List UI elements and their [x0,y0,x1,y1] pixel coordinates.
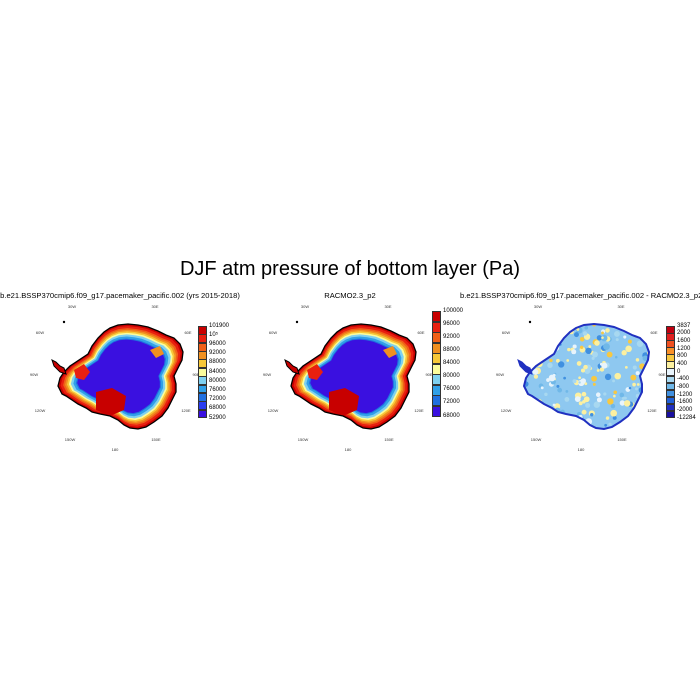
longitude-label: 60W [36,330,44,335]
colorbar-label: 76000 [443,386,460,393]
longitude-label: 60W [269,330,277,335]
colorbar-label: 80000 [209,377,226,384]
longitude-label: 30E [617,304,624,309]
longitude-label: 90E [192,372,199,377]
colorbar-swatch [666,410,675,419]
colorbar-label: 96000 [209,340,226,347]
colorbar-label: -12284 [677,414,696,421]
colorbar-label: -400 [677,376,690,383]
longitude-label: 90E [658,372,665,377]
longitude-label: 30W [534,304,542,309]
longitude-label: 30E [151,304,158,309]
panel-title-model: b.e21.BSSP370cmip6.f09_g17.pacemaker_pac… [0,291,240,300]
longitude-label: 60E [417,330,424,335]
colorbar-label: 92000 [443,333,460,340]
longitude-label: 90W [263,372,271,377]
colorbar-label: -800 [677,383,690,390]
longitude-label: 120W [501,408,512,413]
longitude-label: 180 [578,447,585,452]
colorbar-label: 88000 [209,359,226,366]
colorbar-swatch [432,332,441,343]
colorbar-label: 100000 [443,307,464,314]
colorbar-swatch [432,405,441,417]
longitude-label: 150E [151,437,161,442]
figure-title: DJF atm pressure of bottom layer (Pa) [179,258,521,280]
colorbar-label: 84000 [209,368,226,375]
colorbar-label: 88000 [443,346,460,353]
longitude-label: 180 [112,447,119,452]
colorbar-swatch [432,363,441,375]
colorbar-label: 80000 [443,373,460,380]
antarctica-map-racmo: 30W 30E 60W 60E 90W 90E 120W 120E 150W 150E 180 [263,304,433,452]
colorbar-label: 10⁵ [209,331,219,338]
colorbar-label: 2000 [677,330,691,337]
map-panel-racmo: 30W 30E 60W 60E 90W 90E 120W 120E 150W 150E 180 [233,300,466,455]
longitude-label: 150W [298,437,309,442]
longitude-label: 150E [384,437,394,442]
colorbar-swatch [198,351,207,360]
colorbar-label: 96000 [443,320,460,327]
longitude-label: 30W [68,304,76,309]
longitude-label: 90W [496,372,504,377]
colorbar-label: 72000 [209,396,226,403]
colorbar-swatch [432,311,441,322]
colorbar-swatch [198,409,207,419]
colorbar-label: 1600 [677,337,691,344]
colorbar-label: 101900 [209,322,230,329]
longitude-label: 120W [35,408,46,413]
longitude-label: 30E [384,304,391,309]
longitude-label: 150E [617,437,627,442]
colorbar-swatch [432,321,441,333]
colorbar-label: -2000 [677,406,693,413]
longitude-label: 120E [181,408,191,413]
longitude-label: 60E [184,330,191,335]
longitude-label: 60W [502,330,510,335]
longitude-label: 90W [30,372,38,377]
panel-title-difference: b.e21.BSSP370cmip6.f09_g17.pacemaker_pac… [460,291,700,300]
colorbar-swatch [198,384,207,394]
panel-title-racmo: RACMO2.3_p2 [324,291,376,300]
colorbar-label: -1200 [677,391,693,398]
colorbar-swatch [432,374,441,385]
longitude-label: 120E [414,408,424,413]
colorbar-label: 84000 [443,360,460,366]
longitude-label: 120W [268,408,279,413]
colorbar-label: 76000 [209,386,226,393]
colorbar-label: 1200 [677,345,691,352]
colorbar-label: 68000 [209,405,226,412]
antarctica-map-difference: 30W 30E 60W 60E 90W 90E 120W 120E 150W 150E 180 [496,304,666,452]
colorbar-label: 92000 [209,350,226,357]
longitude-label: 60E [650,330,657,335]
colorbar-label: 52900 [209,414,226,421]
longitude-label: 120E [647,408,657,413]
colorbar-swatch [432,395,441,406]
longitude-label: 150W [531,437,542,442]
colorbar-label: 72000 [443,399,460,406]
colorbar-label: 0 [677,368,681,375]
longitude-label: 150W [65,437,76,442]
map-panel-model: 30W 30E 60W 60E 90W 90E 120W 120E 150W 150E 180 [0,300,233,455]
colorbar-label: -1600 [677,399,693,406]
longitude-label: 30W [301,304,309,309]
antarctica-map-model: 30W 30E 60W 60E 90W 90E 120W 120E 150W 150E 180 [30,304,200,452]
colorbar-swatch [432,342,441,354]
colorbar-label: 400 [677,360,688,367]
colorbar-label: 3837 [677,322,691,329]
colorbar-label: 800 [677,353,688,360]
colorbar-swatch [432,384,441,396]
colorbar-label: 68000 [443,412,460,419]
colorbar-swatch [432,353,441,364]
longitude-label: 180 [345,447,352,452]
longitude-label: 90E [425,372,432,377]
map-panel-difference: 30W 30E 60W 60E 90W 90E 120W 120E 150W 150E 180 [466,300,699,455]
